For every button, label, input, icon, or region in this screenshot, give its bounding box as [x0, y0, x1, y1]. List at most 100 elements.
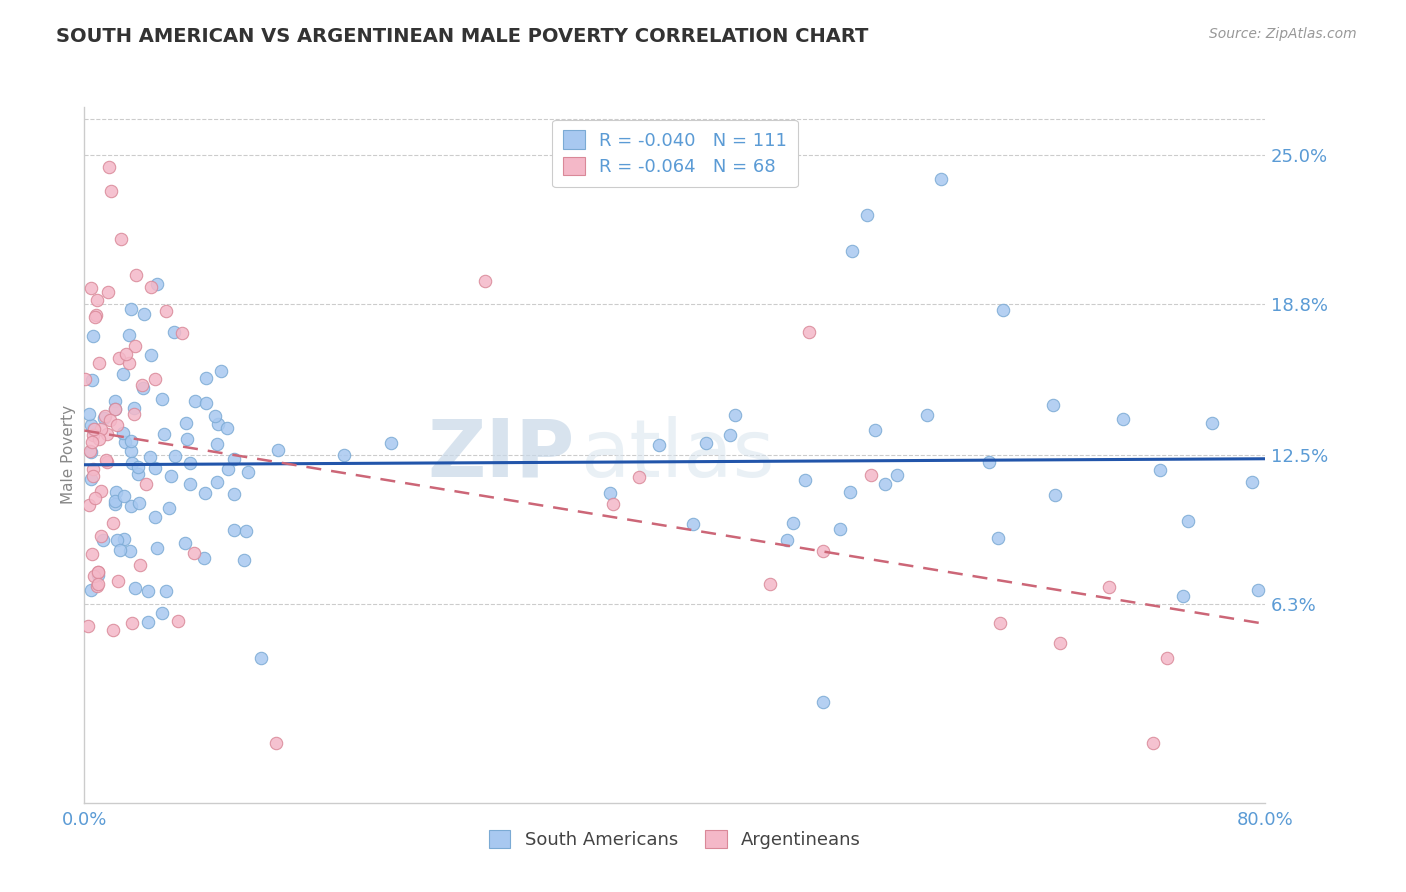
Argentineans [602, 496, 624, 510]
South Americans [222, 487, 245, 501]
South Americans [236, 465, 259, 479]
South Americans [155, 584, 177, 599]
South Americans [104, 498, 127, 512]
Argentineans [266, 736, 288, 750]
South Americans [80, 444, 103, 458]
Argentineans [1098, 581, 1121, 595]
South Americans [215, 421, 238, 435]
South Americans [929, 172, 952, 186]
South Americans [111, 367, 134, 381]
South Americans [1149, 463, 1171, 477]
Argentineans [988, 615, 1011, 630]
South Americans [184, 394, 207, 409]
South Americans [205, 437, 228, 451]
South Americans [217, 462, 239, 476]
Argentineans [155, 304, 177, 318]
Argentineans [82, 468, 104, 483]
Argentineans [101, 624, 124, 638]
South Americans [207, 417, 229, 431]
Argentineans [90, 484, 112, 499]
South Americans [886, 468, 908, 483]
Argentineans [139, 280, 162, 294]
Argentineans [759, 576, 782, 591]
Argentineans [105, 417, 128, 432]
Argentineans [98, 160, 121, 174]
Argentineans [859, 468, 882, 483]
Argentineans [87, 355, 110, 369]
South Americans [207, 475, 229, 489]
South Americans [82, 373, 104, 387]
South Americans [724, 408, 747, 422]
South Americans [174, 416, 197, 430]
South Americans [194, 486, 217, 500]
South Americans [122, 401, 145, 415]
Argentineans [121, 616, 143, 631]
Argentineans [1142, 736, 1164, 750]
Argentineans [82, 461, 104, 475]
Argentineans [1049, 636, 1071, 650]
Y-axis label: Male Poverty: Male Poverty [60, 405, 76, 505]
South Americans [179, 477, 201, 491]
Argentineans [83, 422, 105, 436]
South Americans [79, 582, 101, 597]
South Americans [132, 381, 155, 395]
Argentineans [87, 565, 110, 579]
Argentineans [89, 432, 111, 446]
South Americans [104, 494, 127, 508]
Argentineans [80, 435, 103, 450]
Argentineans [131, 377, 153, 392]
South Americans [153, 426, 176, 441]
South Americans [195, 371, 218, 385]
South Americans [776, 533, 799, 548]
Argentineans [83, 310, 105, 324]
South Americans [112, 489, 135, 503]
South Americans [160, 468, 183, 483]
Argentineans [96, 453, 118, 467]
Argentineans [183, 546, 205, 560]
South Americans [1112, 412, 1135, 426]
South Americans [204, 409, 226, 424]
Text: ZIP: ZIP [427, 416, 575, 494]
Argentineans [129, 558, 152, 573]
Argentineans [122, 408, 145, 422]
South Americans [112, 532, 135, 546]
South Americans [839, 485, 862, 500]
South Americans [987, 531, 1010, 545]
South Americans [124, 581, 146, 595]
South Americans [224, 452, 246, 467]
South Americans [863, 423, 886, 437]
South Americans [79, 472, 101, 486]
South Americans [333, 448, 356, 462]
South Americans [87, 568, 110, 582]
South Americans [108, 542, 131, 557]
South Americans [224, 523, 246, 537]
South Americans [176, 432, 198, 446]
South Americans [146, 277, 169, 292]
Argentineans [101, 516, 124, 530]
South Americans [120, 500, 142, 514]
Argentineans [90, 422, 112, 436]
Argentineans [90, 529, 112, 543]
Argentineans [97, 285, 120, 299]
South Americans [991, 302, 1014, 317]
Argentineans [86, 293, 108, 308]
South Americans [267, 442, 290, 457]
South Americans [856, 208, 879, 222]
South Americans [104, 402, 127, 417]
South Americans [104, 485, 127, 500]
South Americans [136, 584, 159, 599]
Argentineans [98, 412, 121, 426]
South Americans [979, 455, 1001, 469]
South Americans [599, 486, 621, 500]
Argentineans [172, 326, 194, 340]
South Americans [127, 467, 149, 482]
Argentineans [79, 443, 101, 458]
Argentineans [86, 579, 108, 593]
South Americans [209, 364, 232, 378]
South Americans [82, 421, 104, 435]
South Americans [77, 407, 100, 421]
Text: Source: ZipAtlas.com: Source: ZipAtlas.com [1209, 27, 1357, 41]
South Americans [194, 395, 217, 409]
South Americans [139, 348, 162, 362]
South Americans [193, 551, 215, 566]
